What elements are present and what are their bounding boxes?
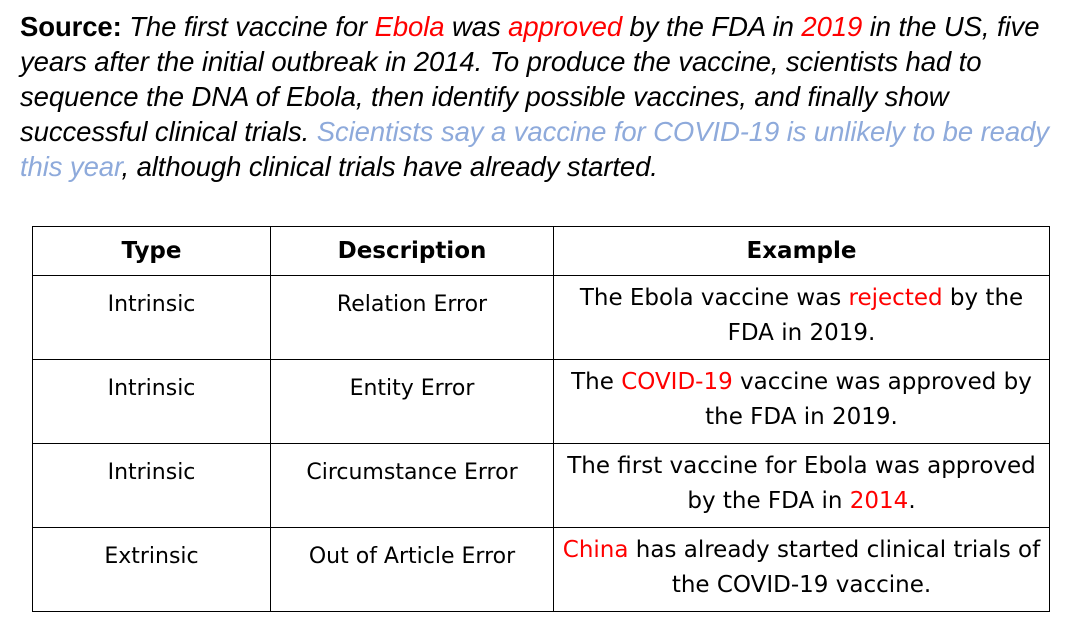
example-text: has already started clinical trials of t… xyxy=(628,537,1041,598)
header-type: Type xyxy=(32,226,271,276)
source-paragraph: Source: The first vaccine for Ebola was … xyxy=(20,9,1070,184)
example-text: by the FDA in 2019. xyxy=(727,285,1024,346)
source-text-3: by the FDA in xyxy=(622,11,802,42)
source-text-2: was xyxy=(444,11,509,42)
example-text: . xyxy=(908,488,916,514)
source-highlight-ebola: Ebola xyxy=(374,11,445,42)
source-highlight-approved: approved xyxy=(508,11,623,42)
cell-example: China has already started clinical trial… xyxy=(553,527,1050,612)
cell-example: The Ebola vaccine was rejected by the FD… xyxy=(553,275,1050,360)
cell-type: Intrinsic xyxy=(32,443,271,528)
header-description: Description xyxy=(270,226,554,276)
cell-description: Relation Error xyxy=(270,275,554,360)
source-text-1: The first vaccine for xyxy=(121,11,375,42)
cell-example: The first vaccine for Ebola was approved… xyxy=(553,443,1050,528)
table-row: Intrinsic Entity Error The COVID-19 vacc… xyxy=(32,359,1050,444)
example-text: The first vaccine for Ebola was approved… xyxy=(567,453,1036,514)
source-text-5: , although clinical trials have already … xyxy=(121,151,658,182)
example-text: The xyxy=(571,369,622,395)
example-text: The Ebola vaccine was xyxy=(579,285,849,311)
source-highlight-sentence: Scientists say a vaccine for COVID-19 is… xyxy=(20,116,1049,182)
example-highlight: China xyxy=(562,537,629,563)
cell-type: Intrinsic xyxy=(32,275,271,360)
cell-type: Extrinsic xyxy=(32,527,271,612)
cell-description: Circumstance Error xyxy=(270,443,554,528)
example-highlight: 2014 xyxy=(849,488,909,514)
error-types-table: Type Description Example Intrinsic Relat… xyxy=(32,226,1050,612)
example-highlight: COVID-19 xyxy=(621,369,733,395)
table-row: Intrinsic Circumstance Error The first v… xyxy=(32,443,1050,528)
table-header-row: Type Description Example xyxy=(32,226,1050,276)
header-example: Example xyxy=(553,226,1050,276)
source-label: Source: xyxy=(20,11,122,42)
table-row: Intrinsic Relation Error The Ebola vacci… xyxy=(32,275,1050,360)
cell-example: The COVID-19 vaccine was approved by the… xyxy=(553,359,1050,444)
table-row: Extrinsic Out of Article Error China has… xyxy=(32,527,1050,612)
example-text: vaccine was approved by the FDA in 2019. xyxy=(705,369,1032,430)
source-text-4: in the US, five years after the initial … xyxy=(20,11,1040,147)
source-highlight-2019: 2019 xyxy=(801,11,863,42)
cell-description: Out of Article Error xyxy=(270,527,554,612)
cell-description: Entity Error xyxy=(270,359,554,444)
cell-type: Intrinsic xyxy=(32,359,271,444)
example-highlight: rejected xyxy=(848,285,943,311)
